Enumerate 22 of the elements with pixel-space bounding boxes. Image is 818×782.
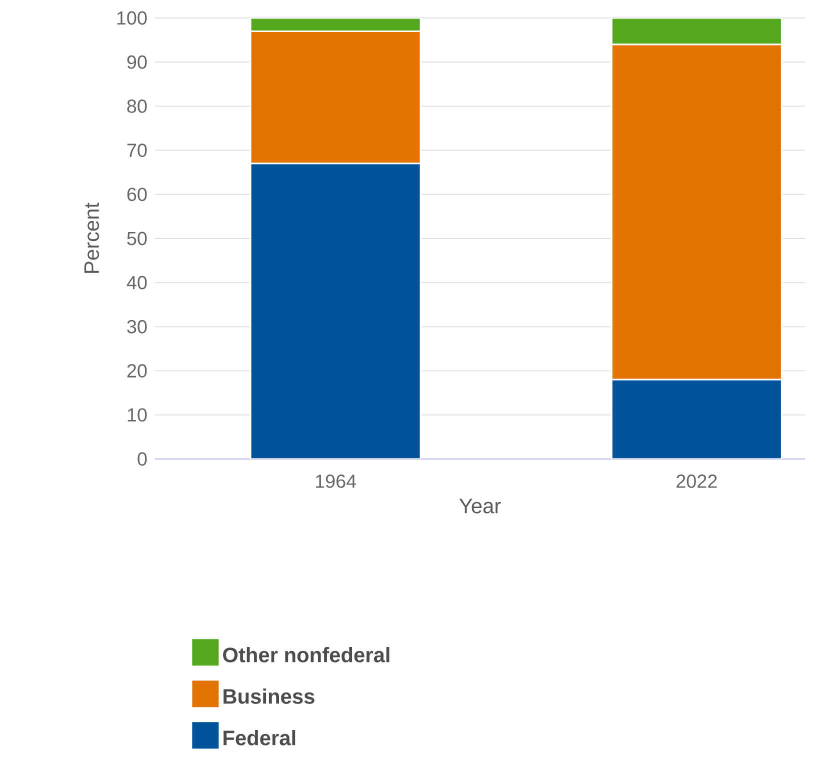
y-axis-title: Percent	[84, 202, 100, 273]
bar	[250, 162, 422, 459]
legend-label: Federal	[224, 730, 296, 746]
legend-label: Business	[224, 688, 314, 704]
y-tick-label: 100	[117, 11, 147, 25]
y-tick-label: 60	[127, 188, 147, 202]
bar	[250, 18, 422, 32]
y-tick-label: 30	[127, 320, 147, 334]
legend-label: Other nonfederal	[223, 647, 390, 662]
y-tick-label: 90	[127, 55, 147, 69]
x-axis-title: Year	[459, 498, 501, 514]
y-tick-label: 50	[127, 232, 147, 246]
y-tick-label: 20	[127, 364, 147, 378]
y-tick-label: 70	[127, 144, 147, 157]
y-tick-label: 10	[128, 408, 147, 422]
x-tick-label: 1964	[316, 474, 356, 488]
y-tick-label: 0	[138, 452, 147, 466]
bar	[610, 378, 782, 459]
y-tick-label: 80	[127, 99, 147, 113]
x-tick-label: 2022	[676, 474, 717, 488]
bar	[610, 18, 782, 46]
y-tick-label: 40	[126, 276, 147, 290]
